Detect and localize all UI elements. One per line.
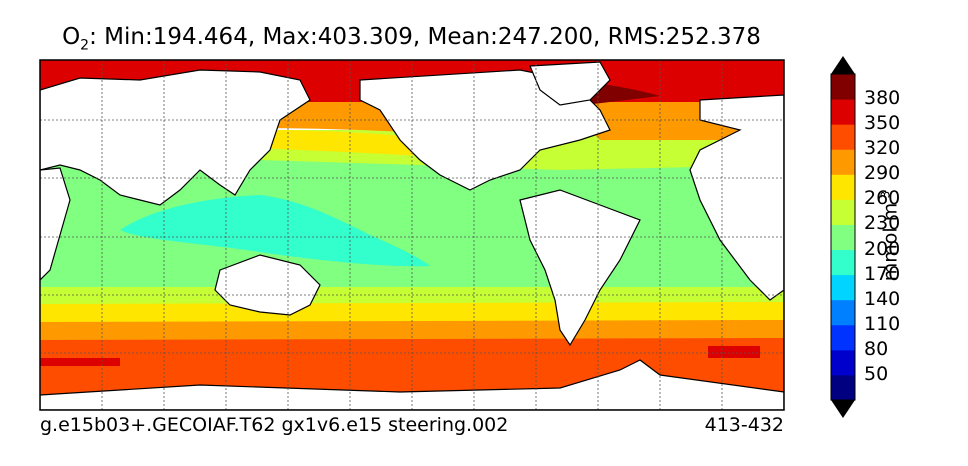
colorbar-extend-max — [831, 56, 855, 74]
colorbar-segment — [831, 174, 855, 200]
colorbar-segment — [831, 374, 855, 401]
colorbar-tick-label: 50 — [864, 362, 889, 385]
land-africa-east — [40, 167, 71, 281]
colorbar-segment — [831, 349, 855, 376]
colorbar-tick-label: 320 — [864, 137, 901, 160]
band-antarctic-max — [40, 358, 120, 366]
colorbar-segment — [831, 149, 855, 175]
colorbar-tick-label: 140 — [864, 287, 901, 310]
colorbar-segment — [831, 224, 855, 251]
band-antarctic-max-2 — [708, 346, 760, 358]
colorbar-segment — [831, 274, 855, 301]
colorbar-unit-label: mmol m-3 — [878, 191, 901, 281]
title-species: O — [62, 24, 81, 50]
year-range: 413-432 — [704, 414, 784, 436]
land-australia — [214, 254, 321, 316]
unit-exponent: -3 — [878, 190, 893, 203]
colorbar-segment — [831, 299, 855, 326]
unit-text: mmol m — [879, 202, 902, 282]
land-europe-africa-east — [689, 94, 784, 301]
colorbar-segment — [831, 324, 855, 351]
case-name: g.e15b03+.GECOIAF.T62 gx1v6.e15 steering… — [40, 414, 509, 436]
map-frame — [39, 59, 785, 411]
colorbar-tick-label: 110 — [864, 312, 901, 335]
land-greenland — [529, 61, 611, 106]
land-eurasia — [40, 69, 311, 206]
colorbar-segment — [831, 74, 855, 100]
colorbar-tick-label: 290 — [864, 162, 901, 185]
colorbar-segment — [831, 124, 855, 150]
colorbar-outline — [830, 73, 856, 401]
land-south-america — [519, 189, 641, 347]
colorbar-tick-label: 80 — [864, 337, 889, 360]
colorbar-tick-label: 350 — [864, 112, 901, 135]
colorbar-tick-label: 230 — [864, 212, 901, 235]
title-subscript: 2 — [80, 37, 90, 54]
band-oxygen-minimum — [120, 195, 430, 267]
colorbar-segment — [831, 99, 855, 125]
colorbar-segment — [831, 249, 855, 276]
title-stats: : Min:194.464, Max:403.309, Mean:247.200… — [89, 24, 761, 50]
plot-title: O2: Min:194.464, Max:403.309, Mean:247.2… — [0, 24, 823, 54]
colorbar-segment — [831, 199, 855, 225]
colorbar — [830, 56, 856, 418]
colorbar-tick-label: 200 — [864, 237, 901, 260]
colorbar-tick-label: 260 — [864, 187, 901, 210]
colorbar-tick-label: 170 — [864, 262, 901, 285]
colorbar-tick-label: 380 — [864, 87, 901, 110]
colorbar-extend-min — [831, 400, 855, 418]
map-gridlines — [40, 60, 784, 410]
